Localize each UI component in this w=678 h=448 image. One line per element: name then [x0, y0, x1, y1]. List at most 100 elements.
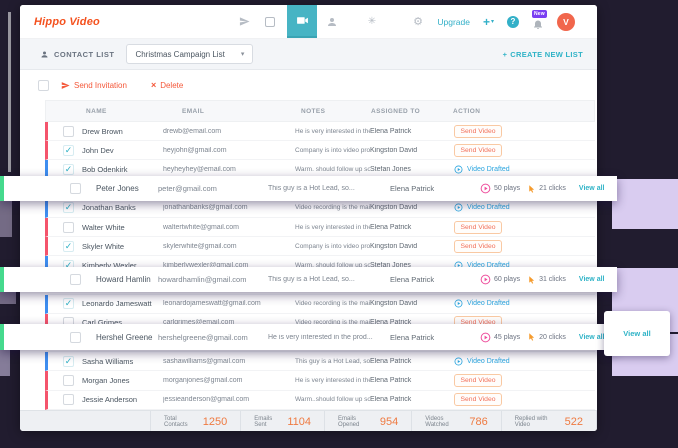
contact-assigned-to: Elena Patrick [390, 332, 435, 342]
delete-button[interactable]: × Delete [150, 80, 184, 90]
contact-notes: Warm. should follow up so... [295, 261, 370, 269]
contact-assigned-to: Elena Patrick [370, 223, 412, 231]
row-checkbox[interactable] [63, 375, 74, 387]
row-checkbox[interactable]: ✓ [63, 298, 74, 310]
table-row: ✓ Sasha Williams sashawilliams@gmail.com… [45, 352, 595, 372]
row-checkbox[interactable] [70, 274, 81, 285]
paper-plane-icon[interactable] [237, 16, 251, 27]
lavender-glow [0, 350, 10, 376]
contact-list-subheader: CONTACT LIST Christmas Campaign List ▾ +… [20, 39, 597, 70]
quick-create-button[interactable]: + ▾ [482, 14, 494, 29]
contact-action-cell: Send Video [450, 220, 595, 234]
contact-email: sashawilliams@gmail.com [163, 357, 246, 365]
row-checkbox[interactable] [70, 183, 81, 194]
contact-notes: Company is into video produ... [295, 146, 370, 154]
top-navbar: Hippo Video ✳ ⚙ Upgrade + ▾ ? [20, 5, 597, 39]
contact-name: Kimberly Wexler [82, 260, 137, 270]
contact-email: peter@gmail.com [158, 184, 217, 193]
row-checkbox[interactable]: ✓ [63, 240, 74, 252]
contact-name: Carl Grimes [82, 318, 123, 328]
send-video-button[interactable]: Send Video [454, 143, 502, 157]
contact-notes: He is very interested in the prod... [295, 223, 370, 231]
stat-replied-with-video: Replied with Video 522 [502, 410, 597, 431]
table-row: ✓ Leonardo Jameswatt leonardojameswatt@g… [45, 294, 595, 314]
contact-notes: This guy is a Hot Lead, so... [268, 276, 355, 283]
contact-assigned-to: Elena Patrick [370, 377, 412, 385]
row-checkbox[interactable]: ✓ [63, 202, 74, 214]
contacts-icon[interactable] [325, 16, 339, 28]
integrations-icon[interactable]: ✳ [367, 16, 377, 27]
plays-stat: 50 plays [480, 183, 520, 194]
settings-gear-icon[interactable]: ⚙ [413, 15, 423, 28]
select-all-checkbox[interactable] [38, 79, 49, 91]
table-header-row: NAME EMAIL NOTES ASSIGNED TO ACTION [45, 100, 595, 122]
create-new-list-button[interactable]: + CREATE NEW LIST [502, 49, 583, 59]
table-row: Morgan Jones morganjones@gmail.com He is… [45, 371, 595, 391]
table-row: Jessie Anderson jessieanderson@gmail.com… [45, 390, 595, 410]
contact-name-cell: Walter White [48, 221, 163, 233]
contact-assigned-to: Kingston David [370, 146, 418, 154]
close-icon: × [150, 80, 157, 90]
hippo-video-logo[interactable]: Hippo Video [34, 15, 100, 28]
send-invitation-button[interactable]: Send Invitation [61, 81, 127, 90]
upgrade-link[interactable]: Upgrade [437, 16, 470, 27]
contact-assigned-to: Stefan Jones [370, 165, 411, 173]
table-body: Drew Brown drewb@email.com He is very in… [45, 122, 595, 410]
contact-name-cell: ✓ Sasha Williams [48, 355, 163, 367]
nav-icon-group: ✳ ⚙ [237, 5, 425, 38]
contact-notes: This guy is a Hot Lead, so... [268, 185, 355, 192]
video-camera-icon-active-tab[interactable] [287, 5, 317, 38]
row-checkbox[interactable]: ✓ [63, 355, 74, 367]
contact-name: Hershel Greene [96, 332, 153, 342]
send-video-button[interactable]: Send Video [454, 393, 502, 407]
screen-icon[interactable] [263, 16, 277, 27]
contact-name: Drew Brown [82, 126, 123, 136]
contact-name: Skyler White [82, 241, 125, 251]
row-checkbox[interactable] [63, 221, 74, 233]
video-drafted-status: Video Drafted [454, 357, 595, 366]
contact-assigned-to: Elena Patrick [390, 275, 435, 284]
play-icon [480, 183, 491, 194]
table-row: Drew Brown drewb@email.com He is very in… [45, 122, 595, 142]
contact-email: carlgrimes@email.com [163, 319, 235, 327]
view-all-link[interactable]: View all [578, 333, 605, 341]
row-checkbox[interactable]: ✓ [63, 163, 74, 175]
contact-email: heyheyhey@email.com [163, 165, 236, 173]
contact-email: kimberlywexler@gmail.com [163, 261, 249, 269]
view-all-link[interactable]: View all [578, 185, 605, 192]
view-all-link[interactable]: View all [578, 276, 605, 283]
contact-name: Jonathan Banks [82, 203, 136, 213]
send-video-button[interactable]: Send Video [454, 220, 502, 234]
row-checkbox[interactable] [63, 394, 74, 406]
header-name: NAME [86, 107, 107, 115]
send-video-button[interactable]: Send Video [454, 239, 502, 253]
send-video-button[interactable]: Send Video [454, 374, 502, 388]
contact-name-cell: ✓ Jonathan Banks [48, 202, 163, 214]
view-all-link[interactable]: View all [623, 329, 651, 338]
notifications-bell-icon[interactable]: New [532, 9, 547, 30]
help-button[interactable]: ? [507, 15, 519, 28]
backdrop-accent-line [8, 12, 11, 172]
contact-assigned-to: Elena Patrick [390, 184, 435, 193]
contacts-icon [41, 51, 48, 57]
contact-action-cell: Send Video [450, 124, 595, 138]
user-avatar[interactable]: V [557, 12, 575, 31]
campaign-list-dropdown[interactable]: Christmas Campaign List ▾ [126, 44, 254, 64]
contact-action-cell: Send Video [450, 374, 595, 388]
header-email: EMAIL [182, 107, 205, 115]
row-checkbox[interactable]: ✓ [63, 144, 74, 156]
row-checkbox[interactable] [63, 125, 74, 137]
contact-email: morganjones@gmail.com [163, 377, 243, 385]
contacts-table: NAME EMAIL NOTES ASSIGNED TO ACTION Drew… [45, 100, 595, 410]
send-video-button[interactable]: Send Video [454, 124, 502, 138]
table-row: ✓ Jonathan Banks jonathanbanks@gmail.com… [45, 198, 595, 218]
contact-name: John Dev [82, 145, 114, 155]
contact-action-cell: Video Drafted [450, 357, 595, 366]
contact-notes: Company is into video prod... [295, 242, 370, 250]
plus-icon: + [502, 49, 508, 59]
contact-list-title: CONTACT LIST [40, 50, 114, 59]
row-checkbox[interactable] [70, 331, 81, 343]
contact-name: Morgan Jones [82, 376, 130, 386]
paper-plane-icon [61, 81, 70, 89]
